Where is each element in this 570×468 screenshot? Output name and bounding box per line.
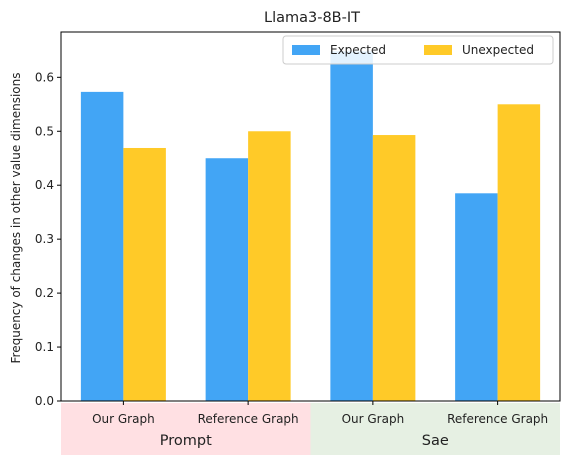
x-tick-label: Our Graph	[92, 412, 155, 426]
legend[interactable]: Expected Unexpected	[282, 35, 554, 65]
legend-swatch-unexpected	[424, 45, 452, 55]
x-axis: Our Graph Reference Graph Our Graph Referen…	[92, 401, 548, 426]
y-tick-label: 0.0	[35, 394, 54, 408]
legend-label-unexpected: Unexpected	[462, 43, 534, 57]
x-tick-label: Our Graph	[342, 412, 405, 426]
legend-swatch-expected	[292, 45, 320, 55]
plot-frame	[60, 31, 561, 402]
bar-expected-2	[330, 51, 373, 401]
group-labels: Prompt Sae	[160, 433, 449, 449]
group-label-prompt: Prompt	[160, 433, 212, 449]
y-tick-label: 0.5	[35, 124, 54, 138]
bar-unexpected-3	[497, 104, 541, 401]
bar-unexpected-2	[372, 135, 416, 401]
bar-marks	[80, 51, 541, 401]
y-tick-label: 0.3	[35, 232, 54, 246]
y-tick-label: 0.1	[35, 340, 54, 354]
x-tick-label: Reference Graph	[198, 412, 299, 426]
y-axis: 0.0 0.1 0.2 0.3 0.4 0.5 0.6	[35, 70, 61, 408]
group-band-prompt	[61, 403, 311, 455]
bar-unexpected-0	[123, 147, 166, 401]
category-group-bands	[61, 403, 560, 455]
chart-title: Llama3-8B-IT	[264, 10, 360, 26]
bar-expected-1	[205, 158, 249, 401]
group-label-sae: Sae	[422, 433, 449, 449]
bar-expected-0	[80, 91, 124, 401]
group-band-sae	[310, 403, 560, 455]
bar-unexpected-1	[248, 131, 291, 401]
y-tick-label: 0.4	[35, 178, 54, 192]
x-tick-label: Reference Graph	[447, 412, 548, 426]
y-tick-label: 0.6	[35, 70, 54, 84]
legend-box	[282, 35, 554, 65]
legend-label-expected: Expected	[330, 43, 386, 57]
y-axis-label: Frequency of changes in other value dime…	[9, 73, 23, 364]
bar-expected-3	[455, 193, 498, 401]
y-tick-label: 0.2	[35, 286, 54, 300]
